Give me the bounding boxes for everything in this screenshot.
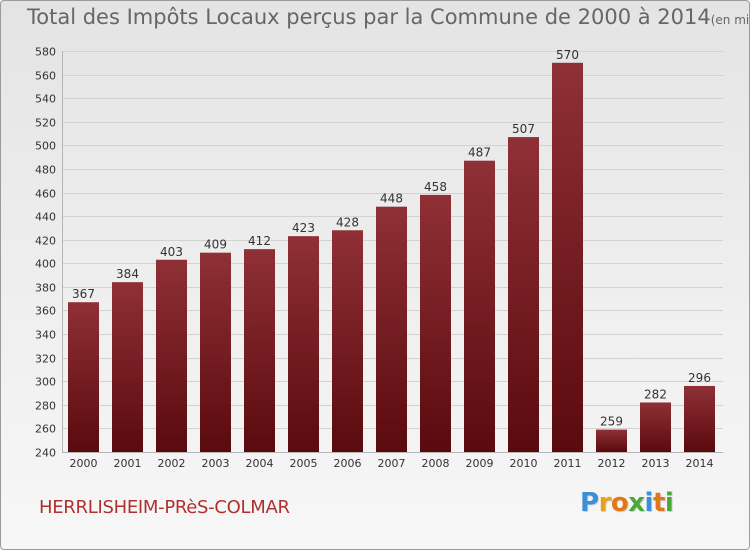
bar-2009 (464, 160, 495, 452)
x-tick-label: 2011 (554, 457, 582, 470)
y-tick-label: 300 (35, 376, 56, 389)
data-label: 570 (556, 48, 579, 62)
x-tick-label: 2008 (422, 457, 450, 470)
bar-2004 (244, 249, 275, 452)
x-tick-label: 2013 (642, 457, 670, 470)
logo-letter: x (628, 488, 645, 518)
y-tick-label: 480 (35, 164, 56, 177)
y-tick-label: 540 (35, 93, 56, 106)
data-label: 296 (688, 371, 711, 385)
data-label: 367 (72, 287, 95, 301)
chart-unit: (en milliers d'€) (710, 13, 750, 27)
bar-2008 (420, 194, 451, 452)
commune-name: HERRLISHEIM-PRèS-COLMAR (39, 497, 290, 518)
x-tick-label: 2010 (510, 457, 538, 470)
y-tick-label: 520 (35, 117, 56, 130)
y-tick-label: 320 (35, 353, 56, 366)
x-tick-label: 2012 (598, 457, 626, 470)
logo-letter: t (652, 488, 665, 518)
data-labels: 367 384 403 409 412 423 428 448 458 487 507 570 259 2… (72, 48, 711, 429)
x-tick-label: 2000 (70, 457, 98, 470)
data-label: 458 (424, 180, 447, 194)
bar-2014 (684, 385, 715, 452)
y-tick-label: 260 (35, 423, 56, 436)
data-label: 428 (336, 215, 359, 229)
logo-letter: r (598, 488, 612, 518)
bar-2011 (552, 62, 583, 452)
logo-letter: i (644, 488, 654, 518)
chart-title: Total des Impôts Locaux perçus par la Co… (27, 5, 750, 29)
y-tick-label: 340 (35, 329, 56, 342)
x-tick-label: 2005 (290, 457, 318, 470)
bar-2013 (640, 402, 671, 452)
bar-2003 (200, 252, 231, 452)
data-label: 282 (644, 387, 667, 401)
logo-letter: i (664, 488, 674, 518)
chart-title-text: Total des Impôts Locaux perçus par la Co… (27, 5, 711, 29)
bar-2007 (376, 206, 407, 452)
bar-2002 (156, 259, 187, 452)
y-tick-label: 400 (35, 258, 56, 271)
x-tick-label: 2002 (158, 457, 186, 470)
logo-letter: o (610, 488, 629, 518)
bar-2012 (596, 429, 627, 452)
data-label: 412 (248, 234, 271, 248)
x-tick-label: 2004 (246, 457, 274, 470)
data-label: 487 (468, 146, 491, 160)
logo-letter: P (580, 488, 599, 518)
bars (68, 62, 715, 453)
proxiti-logo: Proxiti (580, 488, 674, 518)
y-axis-ticks: 240 260 280 300 320 340 360 380 400 420 440 460 480 5… (35, 46, 56, 460)
y-tick-label: 420 (35, 235, 56, 248)
bar-2010 (508, 137, 539, 453)
x-tick-label: 2014 (686, 457, 714, 470)
y-tick-label: 580 (35, 46, 56, 59)
x-tick-label: 2009 (466, 457, 494, 470)
x-tick-label: 2003 (202, 457, 230, 470)
data-label: 259 (600, 415, 623, 429)
x-tick-label: 2007 (378, 457, 406, 470)
bar-2000 (68, 302, 99, 452)
data-label: 403 (160, 245, 183, 259)
data-label: 507 (512, 122, 535, 136)
x-tick-label: 2001 (114, 457, 142, 470)
y-tick-label: 240 (35, 447, 56, 460)
data-label: 423 (292, 221, 315, 235)
y-tick-label: 360 (35, 305, 56, 318)
x-tick-label: 2006 (334, 457, 362, 470)
data-label: 409 (204, 238, 227, 252)
y-tick-label: 560 (35, 70, 56, 83)
data-label: 448 (380, 192, 403, 206)
y-tick-label: 380 (35, 282, 56, 295)
bar-2001 (112, 282, 143, 452)
bar-2006 (332, 230, 363, 452)
y-tick-label: 440 (35, 211, 56, 224)
bar-2005 (288, 236, 319, 452)
data-label: 384 (116, 267, 139, 281)
y-tick-label: 500 (35, 140, 56, 153)
x-axis-ticks: 2000 2001 2002 2003 2004 2005 2006 2007 2008 2009… (70, 457, 714, 470)
y-tick-label: 460 (35, 188, 56, 201)
y-tick-label: 280 (35, 400, 56, 413)
